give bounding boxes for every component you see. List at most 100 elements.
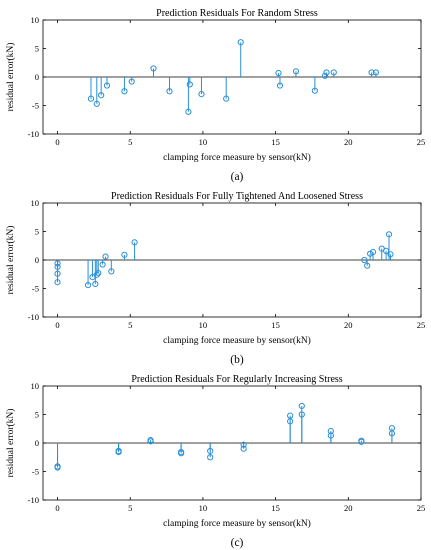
stem-marker — [311, 87, 318, 94]
y-tick-label: 0 — [35, 255, 39, 265]
y-tick-label: 0 — [35, 72, 39, 82]
y-tick-label: -5 — [32, 467, 39, 477]
stem-series — [87, 39, 380, 115]
stem-marker — [178, 450, 185, 457]
y-tick-label: -10 — [28, 495, 39, 505]
stem-marker — [323, 69, 330, 76]
stem-marker — [330, 69, 337, 76]
stem-marker — [121, 88, 128, 95]
stem-marker — [92, 280, 99, 288]
x-tick-label: 5 — [128, 320, 132, 330]
x-tick-label: 5 — [128, 137, 132, 147]
stem-marker — [275, 69, 282, 77]
x-axis-label: clamping force measure by sensor(kN) — [163, 152, 311, 163]
x-tick-label: 10 — [199, 503, 208, 513]
stem-marker — [131, 239, 138, 246]
x-tick-label: 0 — [55, 503, 59, 513]
stem-marker — [98, 92, 105, 99]
x-tick-label: 20 — [344, 320, 353, 330]
x-tick-label: 15 — [271, 320, 280, 330]
stem-marker — [93, 271, 100, 278]
y-tick-label: -5 — [32, 101, 39, 111]
axis-ticks: 0 5 10 15 20 25 -10 -5 0 5 10 — [28, 198, 426, 330]
axis-ticks: 0 5 10 15 20 25 -10 -5 0 5 10 — [28, 381, 426, 513]
stem-marker — [93, 100, 100, 107]
stem-marker — [358, 438, 365, 445]
stem-marker — [368, 69, 375, 76]
y-tick-label: -5 — [32, 284, 39, 294]
stem-marker — [54, 464, 61, 471]
stem-chart-increasing-stress: Prediction Residuals For Regularly Incre… — [5, 374, 426, 549]
x-tick-label: 15 — [271, 137, 280, 147]
y-tick-label: 10 — [31, 381, 40, 391]
x-tick-label: 0 — [55, 137, 59, 147]
stem-marker — [95, 270, 102, 277]
stem-marker — [292, 68, 300, 75]
stem-marker — [287, 418, 294, 425]
y-tick-label: 10 — [31, 15, 40, 25]
x-axis-label: clamping force measure by sensor(kN) — [163, 335, 311, 346]
stem-series — [54, 231, 394, 289]
stem-marker — [87, 95, 95, 102]
y-tick-label: 5 — [35, 410, 39, 420]
y-axis-label: residual error(kN) — [5, 226, 16, 295]
stem-marker — [115, 449, 122, 456]
stem-marker — [108, 268, 115, 275]
panel-label: (c) — [231, 537, 244, 549]
stem-series — [54, 402, 396, 471]
x-tick-label: 25 — [417, 137, 426, 147]
panel-label: (b) — [230, 354, 244, 366]
x-tick-label: 10 — [199, 320, 208, 330]
y-tick-label: 0 — [35, 438, 39, 448]
chart-title: Prediction Residuals For Fully Tightened… — [111, 191, 363, 202]
stem-marker — [321, 72, 329, 79]
chart-title: Prediction Residuals For Regularly Incre… — [131, 374, 342, 385]
stem-marker — [84, 281, 92, 289]
x-tick-label: 20 — [344, 503, 353, 513]
stem-marker — [103, 82, 111, 89]
stem-marker — [388, 430, 396, 437]
stem-marker — [240, 445, 247, 452]
stem-marker — [147, 438, 154, 445]
stem-chart-random-stress: Prediction Residuals For Random Stress 0… — [5, 8, 426, 183]
x-tick-label: 20 — [344, 137, 353, 147]
stem-marker — [150, 65, 157, 72]
stem-marker — [364, 262, 371, 269]
stem-marker — [121, 251, 128, 258]
y-tick-label: -10 — [28, 129, 39, 139]
stem-marker — [54, 279, 61, 286]
stem-marker — [237, 39, 244, 46]
chart-title: Prediction Residuals For Random Stress — [156, 8, 318, 19]
chart-panel-b: Prediction Residuals For Fully Tightened… — [0, 183, 431, 366]
x-axis-label: clamping force measure by sensor(kN) — [163, 518, 311, 529]
stem-marker — [298, 411, 305, 418]
panel-label: (a) — [231, 171, 244, 183]
axis-ticks: 0 5 10 15 20 25 -10 -5 0 5 10 — [28, 15, 426, 147]
stem-marker — [185, 108, 192, 115]
stem-marker — [166, 88, 173, 95]
stem-marker — [99, 261, 106, 268]
y-tick-label: -10 — [28, 312, 39, 322]
stem-marker — [128, 78, 135, 85]
x-tick-label: 25 — [417, 320, 426, 330]
stem-marker — [298, 402, 305, 410]
y-tick-label: 5 — [35, 44, 39, 54]
stem-marker — [385, 231, 393, 238]
stem-marker — [102, 253, 109, 260]
y-tick-label: 10 — [31, 198, 40, 208]
stem-marker — [207, 454, 214, 461]
stem-marker — [198, 91, 205, 98]
y-axis-label: residual error(kN) — [5, 409, 16, 478]
stem-marker — [287, 412, 294, 419]
x-tick-label: 25 — [417, 503, 426, 513]
stem-marker — [369, 248, 377, 256]
stem-marker — [372, 69, 380, 76]
chart-panel-c: Prediction Residuals For Regularly Incre… — [0, 366, 431, 549]
stem-marker — [276, 82, 284, 89]
stem-marker — [327, 432, 334, 439]
stem-marker — [186, 81, 193, 88]
chart-panel-a: Prediction Residuals For Random Stress 0… — [0, 0, 431, 183]
stem-marker — [327, 427, 334, 435]
x-tick-label: 0 — [55, 320, 59, 330]
stem-chart-tightened-loosened-stress: Prediction Residuals For Fully Tightened… — [5, 191, 426, 366]
